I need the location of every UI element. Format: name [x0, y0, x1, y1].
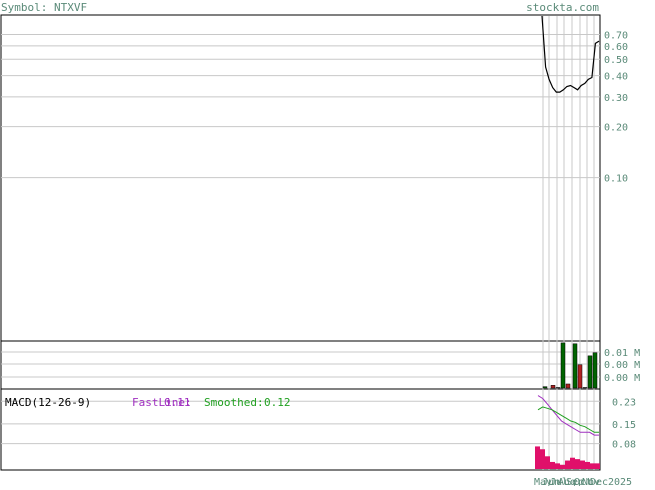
x-axis-month-label: Sep: [566, 477, 584, 486]
price-line: [541, 15, 600, 93]
volume-tick-label: 0.00 M: [604, 373, 640, 384]
x-axis-month-label: Nov: [582, 477, 600, 486]
volume-bar: [550, 385, 556, 389]
macd-histogram-bar: [585, 461, 590, 469]
price-tick-label: 0.50: [604, 55, 628, 66]
macd-histogram-bar: [560, 464, 565, 469]
volume-bar: [542, 386, 548, 389]
x-axis-month-label: Oct: [574, 477, 592, 486]
macd-tick-label: 0.23: [612, 397, 636, 408]
macd-histogram-bar: [555, 463, 560, 469]
volume-bar: [582, 387, 588, 389]
volume-bar: [572, 343, 578, 389]
macd-smoothed-value: 0.12: [264, 396, 291, 409]
x-axis-month-label: May: [534, 477, 552, 486]
macd-histogram-bar: [550, 461, 555, 469]
price-tick-label: 0.10: [604, 174, 628, 185]
volume-bar: [587, 355, 593, 389]
macd-histogram-bar: [565, 460, 570, 469]
macd-histogram-bar: [590, 463, 595, 469]
macd-histogram-bar: [575, 459, 580, 469]
x-axis-month-label: Jun: [542, 477, 560, 486]
volume-tick-label: 0.00 M: [604, 360, 640, 371]
volume-bar: [577, 364, 583, 389]
volume-bar: [565, 383, 571, 389]
macd-histogram-bar: [535, 446, 540, 469]
volume-bar: [592, 352, 598, 389]
price-tick-label: 0.30: [604, 93, 628, 104]
symbol-label: Symbol: NTXVF: [1, 1, 87, 14]
x-axis-month-label: Jul: [550, 477, 568, 486]
axis-labels: 0.700.600.500.400.300.200.100.01 M0.00 M…: [604, 30, 640, 450]
macd-histogram-bar: [540, 449, 545, 469]
volume-panel-frame: [0, 340, 601, 390]
macd-tick-label: 0.08: [612, 440, 636, 451]
macd-fast-value: 0.11: [164, 396, 191, 409]
site-label[interactable]: stockta.com: [526, 1, 599, 14]
macd-smoothed-label: Smoothed:: [204, 396, 264, 409]
volume-bar: [560, 342, 566, 389]
grid-lines: [1, 33, 600, 445]
price-tick-label: 0.40: [604, 72, 628, 83]
vertical-grid: [542, 16, 595, 470]
macd-fast-line: [537, 395, 599, 436]
macd-panel-frame: [0, 388, 601, 471]
x-axis-month-label: Aug: [558, 477, 576, 486]
macd-plot: [535, 395, 600, 469]
macd-fast-label: FastLine:: [132, 396, 192, 409]
macd-histogram-bar: [595, 463, 600, 469]
macd-histogram-bar: [580, 460, 585, 469]
macd-tick-label: 0.15: [612, 420, 636, 431]
macd-histogram-bar: [570, 457, 575, 469]
x-axis-year-label: 2025: [608, 477, 632, 486]
volume-plot: [542, 342, 598, 389]
volume-bar: [555, 387, 561, 389]
price-tick-label: 0.70: [604, 30, 628, 41]
macd-smoothed-line: [537, 406, 599, 433]
volume-tick-label: 0.01 M: [604, 348, 640, 359]
x-axis-month-label: Dec: [590, 477, 608, 486]
price-tick-label: 0.20: [604, 123, 628, 134]
macd-title: MACD(12-26-9): [5, 396, 91, 409]
price-plot: [541, 15, 600, 93]
macd-histogram-bar: [545, 456, 550, 469]
price-tick-label: 0.60: [604, 42, 628, 53]
